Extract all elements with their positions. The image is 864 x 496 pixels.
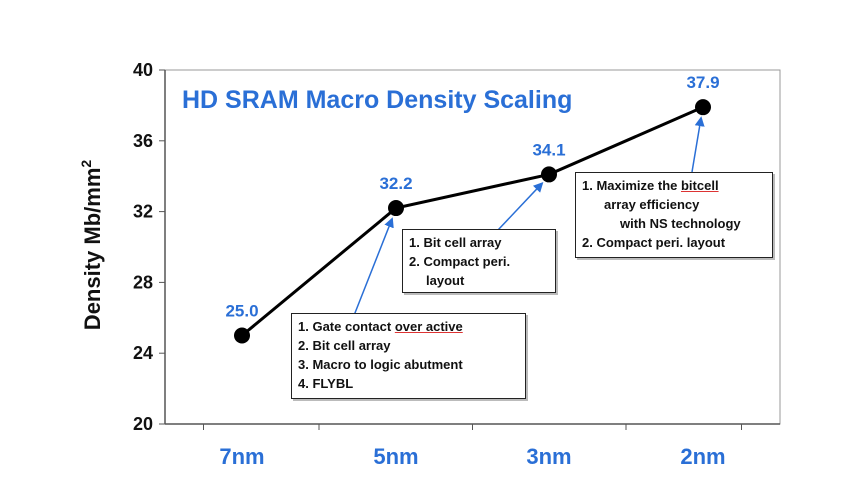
annotation-arrow <box>497 181 544 231</box>
y-axis-label-main: Density Mb/mm <box>80 168 105 331</box>
annotation-arrow <box>691 116 705 173</box>
y-tick-label: 28 <box>133 272 153 292</box>
data-label: 25.0 <box>225 302 258 321</box>
annotation-3nm-line-1: 1. Bit cell array <box>409 235 502 250</box>
annotation-2nm-text-1-underlined: bitcell <box>680 178 719 193</box>
x-tick-label: 2nm <box>680 444 725 469</box>
y-tick-label: 24 <box>133 343 153 363</box>
ticks-layer: 20 24 28 32 36 40 7nm 5nm 3nm 2nm <box>133 60 742 469</box>
y-tick-label: 40 <box>133 60 153 80</box>
annotation-3nm-line-3: layout <box>426 273 465 288</box>
annotation-2nm-line-4: 2. Compact peri. layout <box>582 235 726 250</box>
data-labels-layer: 25.0 32.2 34.1 37.9 <box>225 73 719 320</box>
density-series-line <box>241 105 704 337</box>
data-point <box>234 327 250 344</box>
y-tick-label: 32 <box>133 202 153 222</box>
annotation-5nm-line-1: 1. Gate contact over active <box>298 317 519 336</box>
x-tick-label: 3nm <box>526 444 571 469</box>
annotation-5nm-text-1-underlined: over active <box>394 319 463 334</box>
annotation-5nm-line-2: 2. Bit cell array <box>298 338 391 353</box>
data-label: 32.2 <box>379 174 412 193</box>
annotation-box-5nm: 1. Gate contact over active 2. Bit cell … <box>291 313 526 399</box>
data-label: 34.1 <box>532 140 565 159</box>
annotation-2nm-line-2: array efficiency <box>604 197 700 212</box>
annotation-2nm-line-1: 1. Maximize the bitcell <box>582 176 766 195</box>
annotation-box-3nm: 1. Bit cell array 2. Compact peri. layou… <box>402 229 556 293</box>
annotation-box-2nm: 1. Maximize the bitcell array efficiency… <box>575 172 773 258</box>
series-layer <box>234 99 711 344</box>
x-tick-label: 5nm <box>373 444 418 469</box>
x-tick-label: 7nm <box>219 444 264 469</box>
y-axis-label: Density Mb/mm2 <box>78 160 105 331</box>
annotation-5nm-text-1: 1. Gate contact <box>298 319 395 334</box>
y-axis-label-superscript: 2 <box>78 160 94 168</box>
annotation-3nm-line-2: 2. Compact peri. <box>409 254 511 269</box>
annotation-5nm-line-4: 4. FLYBL <box>298 376 354 391</box>
y-tick-label: 36 <box>133 131 153 151</box>
annotation-arrow <box>352 217 394 319</box>
chart-title: HD SRAM Macro Density Scaling <box>182 86 572 114</box>
y-tick-label: 20 <box>133 414 153 434</box>
annotation-2nm-text-1: 1. Maximize the <box>582 178 681 193</box>
annotation-arrows <box>352 116 705 319</box>
annotation-2nm-line-3: with NS technology <box>620 216 741 231</box>
data-point <box>541 166 557 183</box>
data-point <box>695 99 711 116</box>
annotation-5nm-line-3: 3. Macro to logic abutment <box>298 357 463 372</box>
data-point <box>388 200 404 217</box>
data-label: 37.9 <box>686 73 719 92</box>
